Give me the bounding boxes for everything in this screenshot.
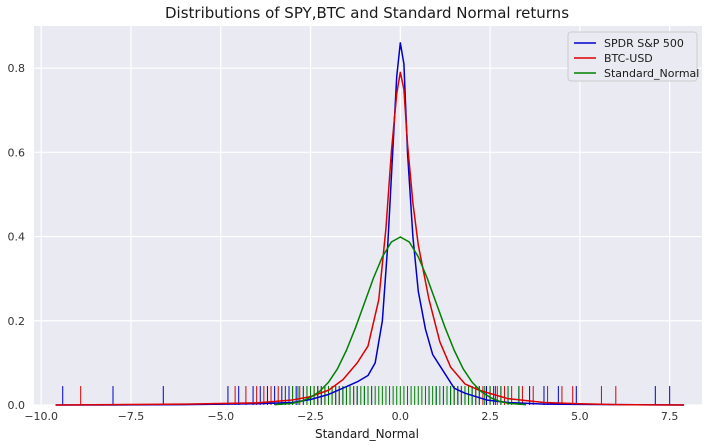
x-tick-label: −2.5 [297,410,324,423]
y-tick-label: 0.8 [8,62,26,75]
x-tick-label: −7.5 [118,410,145,423]
y-tick-label: 0.2 [8,315,26,328]
legend-box [567,31,698,82]
x-axis-ticks: −10.0 −7.5 −5.0 −2.5 0.0 2.5 5.0 7.5 [24,410,678,423]
legend-label: Standard_Normal [604,67,699,80]
series-line [274,236,527,406]
x-tick-label: 0.0 [392,410,410,423]
series-line [55,71,685,406]
legend: SPDR S&P 500 BTC-USD Standard_Normal [567,31,699,82]
y-tick-label: 0.0 [8,399,26,412]
y-tick-label: 0.6 [8,146,26,159]
x-tick-label: 5.0 [571,410,589,423]
x-tick-label: 7.5 [661,410,679,423]
series-line [55,42,685,406]
x-axis-label: Standard_Normal [315,427,419,441]
legend-label: BTC-USD [604,52,653,65]
plot-background [34,26,702,405]
y-axis-ticks: 0.0 0.2 0.4 0.6 0.8 [8,62,26,412]
x-tick-label: −10.0 [24,410,58,423]
y-tick-label: 0.4 [8,231,26,244]
legend-label: SPDR S&P 500 [604,37,684,50]
x-tick-label: −5.0 [207,410,234,423]
rug-marks [62,386,671,405]
chart-title: Distributions of SPY,BTC and Standard No… [165,4,569,22]
density-series [55,42,685,406]
x-tick-label: 2.5 [481,410,499,423]
